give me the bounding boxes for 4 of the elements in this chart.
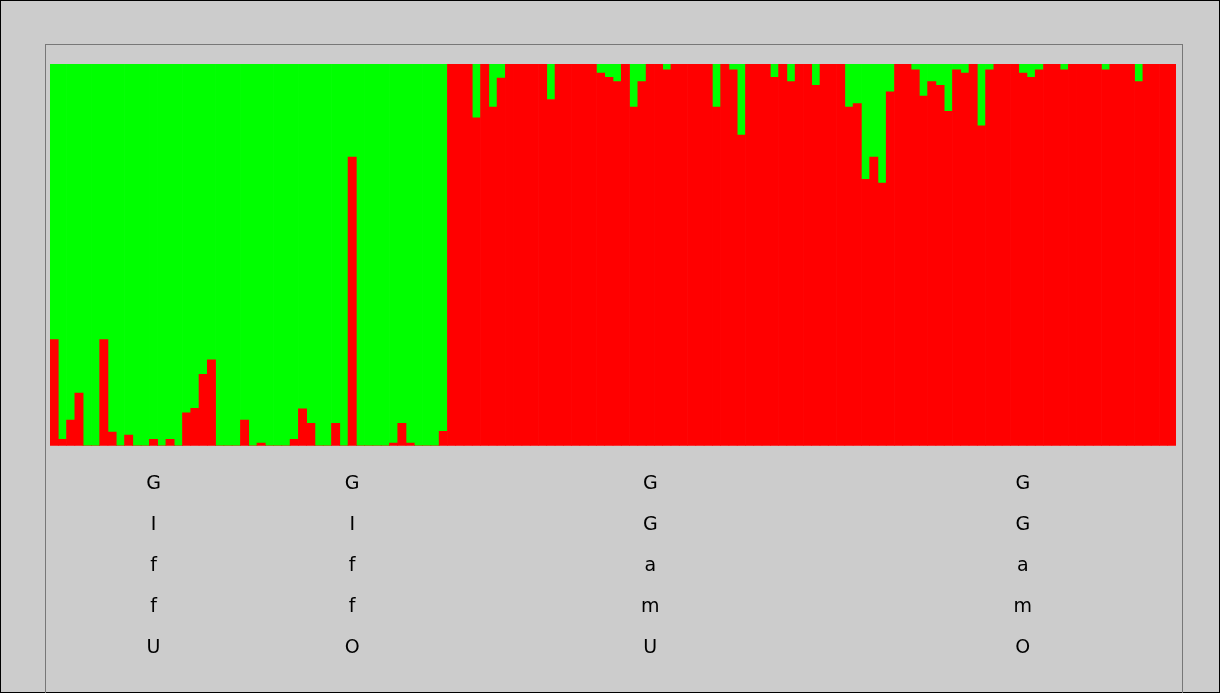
x-tick-label: GGamO xyxy=(1013,471,1033,657)
x-tick-label: GIffU xyxy=(146,471,161,657)
x-tick-label: GIffO xyxy=(344,471,360,657)
x-tick-label: GGamU xyxy=(641,471,660,657)
